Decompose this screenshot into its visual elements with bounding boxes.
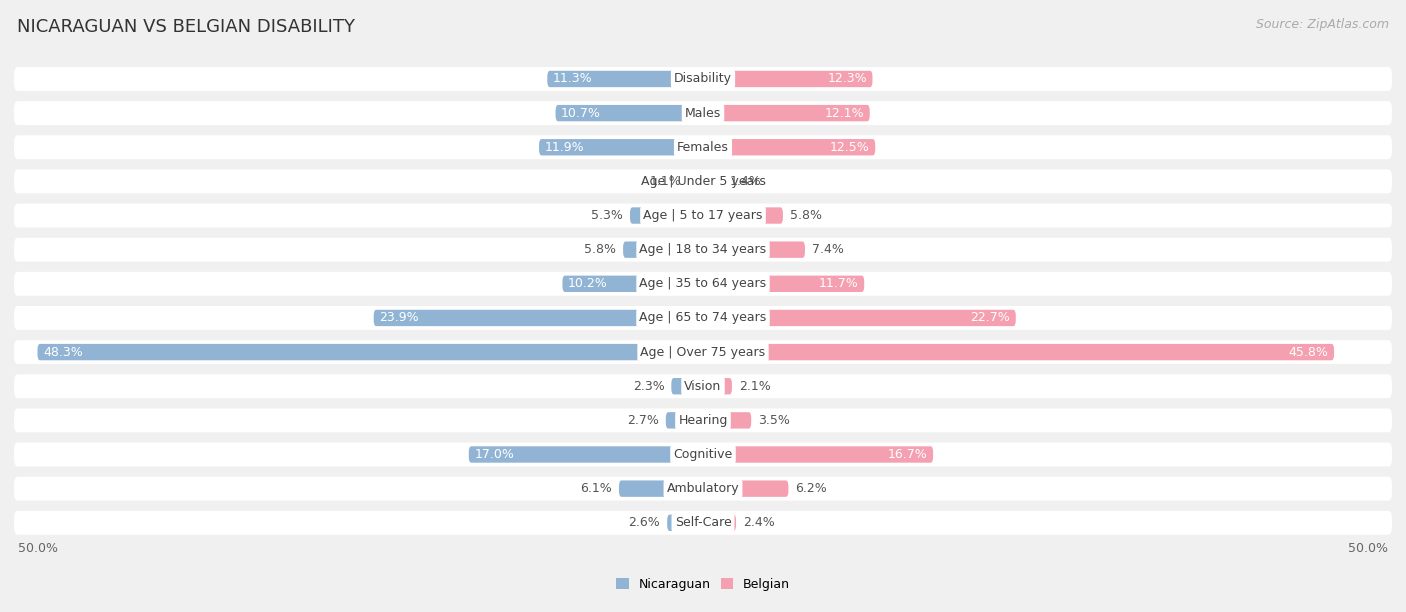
FancyBboxPatch shape (38, 344, 703, 360)
FancyBboxPatch shape (703, 446, 934, 463)
Text: 16.7%: 16.7% (887, 448, 928, 461)
FancyBboxPatch shape (703, 515, 737, 531)
Text: Females: Females (678, 141, 728, 154)
FancyBboxPatch shape (14, 135, 1392, 159)
FancyBboxPatch shape (703, 378, 733, 394)
FancyBboxPatch shape (555, 105, 703, 121)
Text: 5.3%: 5.3% (591, 209, 623, 222)
FancyBboxPatch shape (703, 275, 865, 292)
Text: 50.0%: 50.0% (1348, 542, 1388, 555)
Text: 11.7%: 11.7% (818, 277, 859, 290)
FancyBboxPatch shape (14, 101, 1392, 125)
FancyBboxPatch shape (630, 207, 703, 224)
Text: Age | 5 to 17 years: Age | 5 to 17 years (644, 209, 762, 222)
FancyBboxPatch shape (538, 139, 703, 155)
Text: 1.1%: 1.1% (650, 175, 681, 188)
Text: Males: Males (685, 106, 721, 119)
FancyBboxPatch shape (14, 442, 1392, 466)
Text: 48.3%: 48.3% (44, 346, 83, 359)
FancyBboxPatch shape (703, 412, 751, 428)
FancyBboxPatch shape (547, 71, 703, 87)
FancyBboxPatch shape (14, 204, 1392, 228)
Text: Age | 18 to 34 years: Age | 18 to 34 years (640, 243, 766, 256)
Text: 2.6%: 2.6% (628, 517, 661, 529)
FancyBboxPatch shape (14, 477, 1392, 501)
FancyBboxPatch shape (14, 306, 1392, 330)
Text: Cognitive: Cognitive (673, 448, 733, 461)
Text: 2.3%: 2.3% (633, 379, 665, 393)
FancyBboxPatch shape (703, 242, 806, 258)
Text: 2.7%: 2.7% (627, 414, 659, 427)
Text: Age | 35 to 64 years: Age | 35 to 64 years (640, 277, 766, 290)
FancyBboxPatch shape (668, 515, 703, 531)
Text: Hearing: Hearing (678, 414, 728, 427)
FancyBboxPatch shape (703, 105, 870, 121)
Text: Age | 65 to 74 years: Age | 65 to 74 years (640, 312, 766, 324)
FancyBboxPatch shape (14, 408, 1392, 432)
FancyBboxPatch shape (623, 242, 703, 258)
FancyBboxPatch shape (703, 139, 875, 155)
FancyBboxPatch shape (619, 480, 703, 497)
FancyBboxPatch shape (14, 67, 1392, 91)
FancyBboxPatch shape (562, 275, 703, 292)
Text: 6.2%: 6.2% (796, 482, 827, 495)
FancyBboxPatch shape (14, 340, 1392, 364)
Text: 10.2%: 10.2% (568, 277, 607, 290)
Text: Age | Under 5 years: Age | Under 5 years (641, 175, 765, 188)
FancyBboxPatch shape (703, 71, 873, 87)
Text: NICARAGUAN VS BELGIAN DISABILITY: NICARAGUAN VS BELGIAN DISABILITY (17, 18, 354, 36)
Text: 45.8%: 45.8% (1289, 346, 1329, 359)
Text: Vision: Vision (685, 379, 721, 393)
FancyBboxPatch shape (688, 173, 703, 190)
FancyBboxPatch shape (703, 173, 723, 190)
FancyBboxPatch shape (374, 310, 703, 326)
FancyBboxPatch shape (703, 344, 1334, 360)
Text: 11.9%: 11.9% (544, 141, 583, 154)
Text: 11.3%: 11.3% (553, 72, 592, 86)
Text: 12.3%: 12.3% (827, 72, 868, 86)
Text: 7.4%: 7.4% (811, 243, 844, 256)
Text: 23.9%: 23.9% (380, 312, 419, 324)
Text: Source: ZipAtlas.com: Source: ZipAtlas.com (1256, 18, 1389, 31)
Text: 50.0%: 50.0% (18, 542, 58, 555)
Text: Age | Over 75 years: Age | Over 75 years (641, 346, 765, 359)
FancyBboxPatch shape (14, 375, 1392, 398)
Text: 12.1%: 12.1% (824, 106, 865, 119)
Text: 6.1%: 6.1% (581, 482, 612, 495)
FancyBboxPatch shape (671, 378, 703, 394)
FancyBboxPatch shape (14, 511, 1392, 535)
FancyBboxPatch shape (14, 272, 1392, 296)
Text: 2.1%: 2.1% (738, 379, 770, 393)
FancyBboxPatch shape (14, 170, 1392, 193)
Text: 1.4%: 1.4% (730, 175, 761, 188)
Legend: Nicaraguan, Belgian: Nicaraguan, Belgian (612, 573, 794, 596)
Text: 5.8%: 5.8% (790, 209, 821, 222)
FancyBboxPatch shape (666, 412, 703, 428)
Text: 3.5%: 3.5% (758, 414, 790, 427)
FancyBboxPatch shape (703, 480, 789, 497)
Text: 5.8%: 5.8% (585, 243, 616, 256)
FancyBboxPatch shape (703, 207, 783, 224)
FancyBboxPatch shape (14, 237, 1392, 261)
Text: Disability: Disability (673, 72, 733, 86)
Text: 2.4%: 2.4% (742, 517, 775, 529)
FancyBboxPatch shape (468, 446, 703, 463)
Text: Self-Care: Self-Care (675, 517, 731, 529)
FancyBboxPatch shape (703, 310, 1015, 326)
Text: Ambulatory: Ambulatory (666, 482, 740, 495)
Text: 10.7%: 10.7% (561, 106, 600, 119)
Text: 22.7%: 22.7% (970, 312, 1011, 324)
Text: 17.0%: 17.0% (474, 448, 515, 461)
Text: 12.5%: 12.5% (830, 141, 870, 154)
